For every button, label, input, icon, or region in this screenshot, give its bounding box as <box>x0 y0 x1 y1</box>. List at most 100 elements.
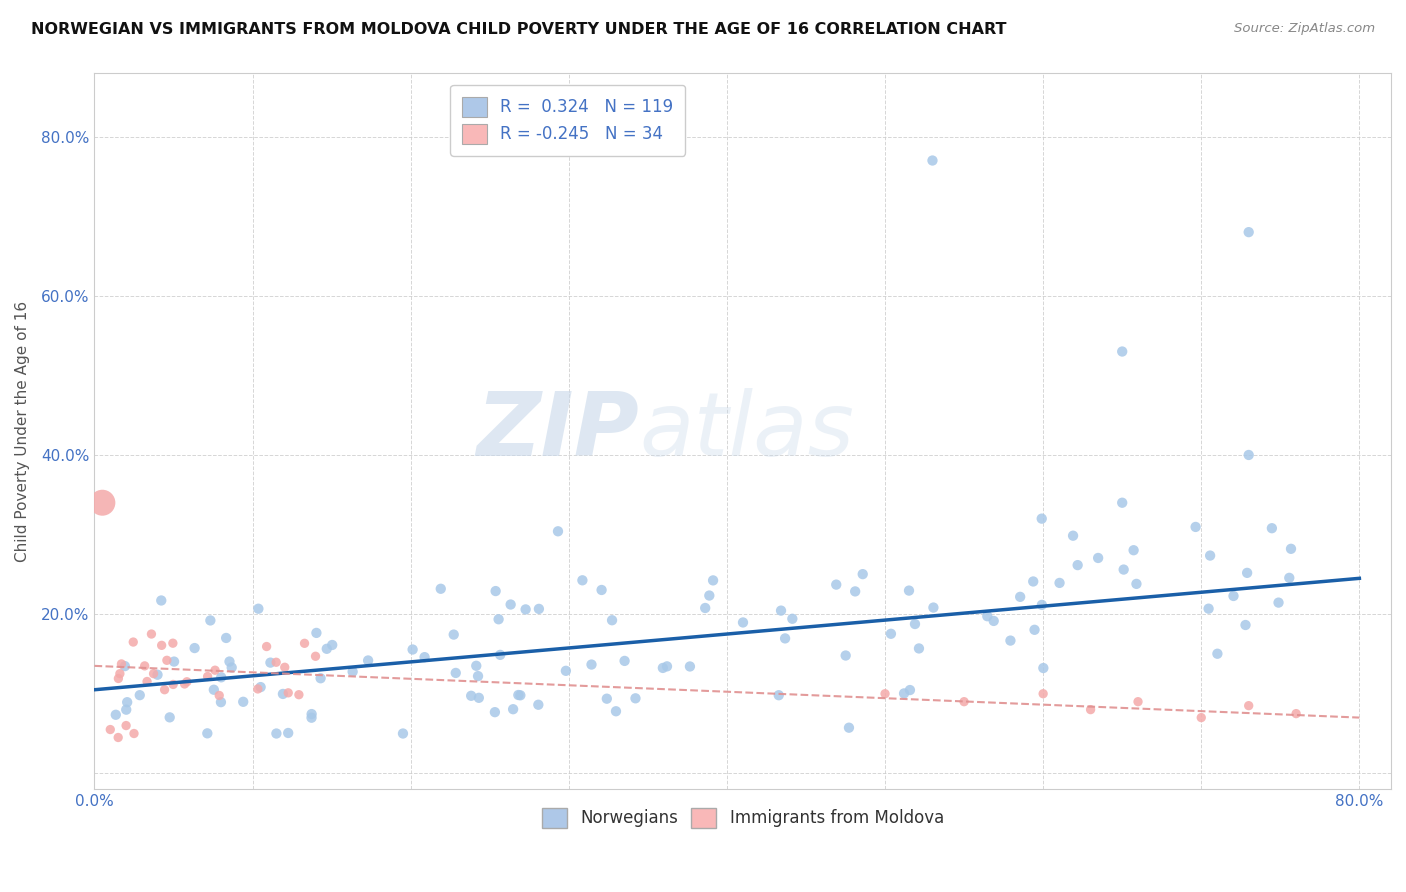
Point <box>315 641 337 656</box>
Point <box>898 683 921 698</box>
Point <box>1111 344 1133 359</box>
Point <box>156 653 179 667</box>
Point <box>413 650 436 665</box>
Point <box>98 723 121 737</box>
Point <box>114 659 136 673</box>
Point <box>1261 521 1284 535</box>
Point <box>679 659 702 673</box>
Point <box>1237 448 1260 462</box>
Point <box>908 641 931 656</box>
Point <box>1279 541 1302 556</box>
Point <box>444 665 467 680</box>
Point <box>136 674 159 689</box>
Point <box>1024 623 1046 637</box>
Point <box>1022 574 1045 589</box>
Point <box>731 615 754 630</box>
Point <box>247 601 270 615</box>
Point <box>547 524 569 539</box>
Point <box>122 726 145 740</box>
Point <box>825 577 848 591</box>
Point <box>468 690 491 705</box>
Point <box>695 601 717 615</box>
Point <box>1066 558 1088 573</box>
Point <box>554 664 576 678</box>
Point <box>1010 590 1032 604</box>
Point <box>953 695 976 709</box>
Point <box>1189 710 1212 724</box>
Point <box>613 654 636 668</box>
Point <box>108 666 131 681</box>
Point <box>204 663 226 677</box>
Point <box>773 632 796 646</box>
Point <box>342 665 364 679</box>
Point <box>1222 589 1244 603</box>
Point <box>509 688 531 702</box>
Point <box>484 705 506 719</box>
Point <box>922 600 945 615</box>
Point <box>502 702 524 716</box>
Point <box>271 687 294 701</box>
Point <box>1032 661 1054 675</box>
Point <box>264 655 287 669</box>
Point <box>465 658 488 673</box>
Point <box>392 726 415 740</box>
Point <box>249 680 271 694</box>
Point <box>202 682 225 697</box>
Point <box>200 614 222 628</box>
Point <box>1237 698 1260 713</box>
Point <box>1234 618 1257 632</box>
Point <box>141 627 163 641</box>
Point <box>142 666 165 681</box>
Point <box>768 688 790 702</box>
Point <box>651 661 673 675</box>
Point <box>159 710 181 724</box>
Point <box>277 726 299 740</box>
Point <box>208 689 231 703</box>
Point <box>1285 706 1308 721</box>
Point <box>162 677 184 691</box>
Point <box>1198 601 1220 615</box>
Point <box>309 671 332 685</box>
Point <box>499 598 522 612</box>
Point <box>852 567 875 582</box>
Point <box>983 614 1005 628</box>
Point <box>163 655 186 669</box>
Point <box>460 689 482 703</box>
Point <box>655 659 678 673</box>
Point <box>488 612 510 626</box>
Point <box>1237 225 1260 239</box>
Point <box>104 707 127 722</box>
Point <box>1126 695 1149 709</box>
Point <box>880 627 903 641</box>
Point <box>697 589 720 603</box>
Point <box>605 704 627 718</box>
Point <box>146 667 169 681</box>
Point <box>1112 563 1135 577</box>
Text: ZIP: ZIP <box>477 388 638 475</box>
Point <box>443 627 465 641</box>
Point <box>485 584 508 599</box>
Point <box>209 670 232 684</box>
Point <box>489 648 512 662</box>
Point <box>893 686 915 700</box>
Point <box>162 636 184 650</box>
Point <box>1031 598 1053 612</box>
Point <box>1267 596 1289 610</box>
Point <box>294 636 316 650</box>
Point <box>115 718 138 732</box>
Point <box>150 593 173 607</box>
Point <box>1199 549 1222 563</box>
Point <box>1206 647 1229 661</box>
Point <box>232 695 254 709</box>
Point <box>1031 511 1053 525</box>
Point <box>91 496 114 510</box>
Y-axis label: Child Poverty Under the Age of 16: Child Poverty Under the Age of 16 <box>15 301 30 562</box>
Point <box>1122 543 1144 558</box>
Point <box>153 682 176 697</box>
Point <box>1111 496 1133 510</box>
Point <box>1000 633 1022 648</box>
Point <box>110 657 132 671</box>
Point <box>266 726 288 740</box>
Point <box>221 660 243 674</box>
Point <box>357 653 380 667</box>
